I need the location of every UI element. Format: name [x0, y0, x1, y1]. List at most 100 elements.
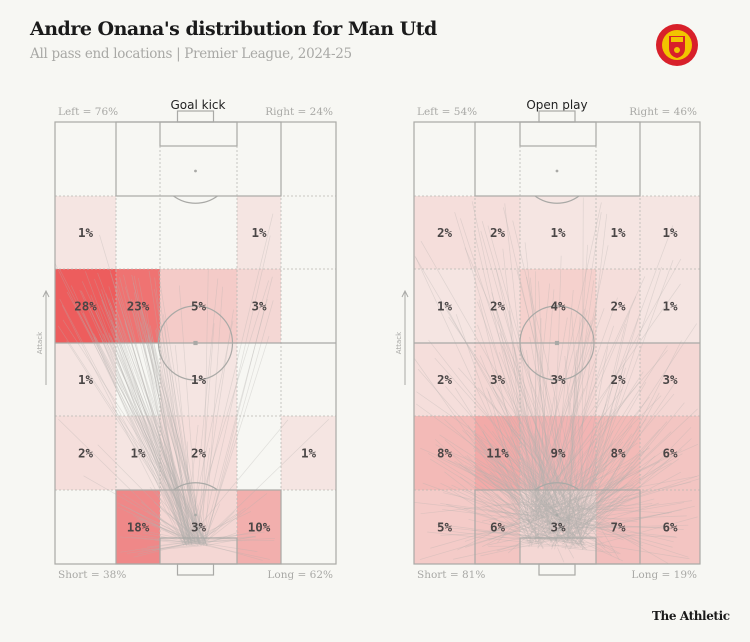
pass-arrow — [507, 517, 549, 554]
pass-arrow — [502, 248, 537, 545]
pass-arrow — [529, 475, 697, 508]
cell-value-label: 2% — [610, 299, 626, 314]
heat-cell — [640, 196, 700, 269]
pass-arrow — [501, 537, 571, 541]
pass-arrow — [415, 257, 535, 513]
pass-arrow — [536, 534, 603, 538]
pass-arrow — [112, 406, 207, 542]
pass-arrow — [445, 386, 566, 526]
pass-arrow — [202, 503, 221, 545]
pass-arrow — [491, 527, 536, 545]
cell-value-label: 3% — [550, 372, 566, 387]
pass-arrow — [119, 276, 186, 541]
heat-cell — [520, 196, 596, 269]
pass-arrow — [422, 482, 552, 531]
pass-arrow — [142, 530, 207, 544]
pass-arrow — [551, 381, 647, 548]
pass-arrow — [503, 476, 534, 545]
pass-arrow — [133, 275, 190, 546]
pass-arrow — [580, 486, 619, 526]
cell-value-label: 1% — [78, 225, 94, 240]
pass-arrow — [139, 301, 205, 544]
pass-arrow — [99, 333, 186, 542]
pass-arrow — [110, 319, 200, 544]
pass-arrow — [489, 528, 584, 546]
chart-subtitle: All pass end locations | Premier League,… — [30, 46, 352, 62]
cell-value-label: 2% — [490, 225, 506, 240]
pass-arrow — [454, 387, 552, 543]
heat-cell — [520, 490, 596, 564]
pass-arrow — [178, 285, 199, 544]
top-penalty-arc — [173, 195, 218, 204]
pass-arrow — [124, 322, 191, 542]
pass-arrow — [66, 291, 208, 547]
pass-arrow — [563, 433, 632, 542]
pass-arrow — [549, 476, 603, 544]
pass-arrow — [194, 507, 246, 543]
pass-arrow — [194, 531, 265, 541]
pass-arrow — [564, 355, 581, 537]
cell-value-label: 8% — [610, 446, 626, 461]
pass-arrow — [536, 435, 549, 528]
pass-arrow — [518, 424, 565, 529]
pass-arrow — [198, 527, 270, 545]
pass-arrow — [571, 507, 669, 564]
heat-cell — [55, 196, 116, 269]
pass-arrow — [474, 434, 579, 508]
pass-arrow — [419, 516, 564, 560]
heat-cell — [116, 490, 160, 564]
pass-arrow — [110, 272, 193, 543]
pass-arrow — [184, 536, 255, 543]
pass-arrow — [141, 544, 199, 551]
pass-arrow — [436, 456, 576, 526]
pass-arrow — [88, 306, 194, 542]
top-penalty-area — [115, 121, 282, 197]
pitch-open-play: 2% 2% 1% 1% 1% 1% 2% 4% 2% 1% 2% 3% 3% 2% 3% 8% 11% 9% 8% 6… — [395, 106, 701, 581]
cell-value-label: 3% — [490, 372, 506, 387]
pass-arrow — [583, 363, 625, 509]
pass-arrow — [577, 451, 584, 508]
pass-arrow — [511, 429, 586, 523]
pass-arrow — [108, 298, 190, 543]
pass-arrow — [476, 459, 542, 514]
pass-arrow — [543, 510, 689, 558]
pass-arrow — [532, 481, 691, 517]
pass-arrow — [509, 436, 576, 548]
pass-arrow — [93, 333, 206, 542]
heat-cell — [520, 416, 596, 490]
heat-cell — [414, 416, 475, 490]
pass-arrow — [537, 438, 621, 543]
pass-arrow — [537, 318, 542, 549]
cell-value-label: 2% — [610, 372, 626, 387]
heat-cell — [160, 490, 237, 564]
pass-arrow — [525, 461, 545, 501]
pass-arrow — [535, 431, 551, 542]
pass-arrow — [90, 294, 192, 543]
pass-arrow — [545, 505, 643, 547]
pass-arrow — [548, 325, 614, 527]
pass-arrow — [528, 317, 568, 548]
cell-value-label: 10% — [248, 520, 271, 535]
pass-arrow — [536, 534, 690, 560]
cell-value-label: 1% — [662, 299, 678, 314]
chart-title: Andre Onana's distribution for Man Utd — [30, 18, 437, 40]
pass-arrow — [486, 387, 549, 526]
pass-arrow — [97, 272, 201, 543]
pass-arrow — [555, 496, 558, 508]
heat-cell — [640, 269, 700, 343]
pass-arrow — [440, 530, 528, 536]
pass-arrow — [459, 476, 532, 536]
pass-arrow — [543, 453, 620, 503]
pass-arrow — [528, 526, 666, 529]
pass-arrow — [541, 469, 558, 528]
cell-value-label: 5% — [437, 520, 453, 535]
pass-arrow — [516, 444, 540, 519]
pass-arrow — [117, 506, 189, 541]
pass-arrow — [535, 297, 618, 525]
pass-arrow — [473, 446, 557, 503]
pass-arrow — [571, 311, 584, 503]
pass-arrow — [579, 486, 607, 545]
pass-arrow — [568, 402, 685, 544]
pass-arrow — [575, 504, 602, 515]
pass-arrow — [575, 506, 606, 549]
